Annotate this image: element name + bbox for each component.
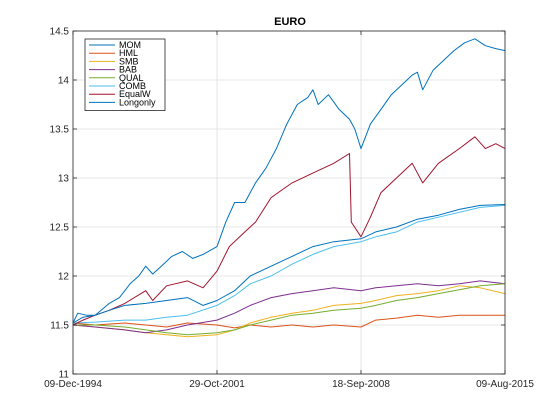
x-tick-label: 18-Sep-2008	[332, 379, 390, 390]
chart-title: EURO	[274, 16, 306, 28]
x-tick-label: 29-Oct-2001	[189, 379, 245, 390]
y-tick-label: 11	[59, 370, 70, 381]
legend-label-longonly: Longonly	[119, 97, 156, 107]
y-tick-label: 12.5	[50, 223, 70, 234]
x-tick-label: 09-Aug-2015	[476, 379, 534, 390]
legend-label-equalw: EqualW	[119, 89, 151, 99]
legend-label-comb: COMB	[119, 81, 146, 91]
y-tick-label: 11.5	[50, 321, 69, 332]
axes-box	[72, 30, 506, 375]
legend-label-bab: BAB	[119, 65, 137, 75]
x-tick-label: 09-Dec-1994	[44, 379, 102, 390]
y-tick-label: 13.5	[50, 125, 70, 136]
legend-label-mom: MOM	[119, 40, 141, 50]
legend-box	[84, 38, 166, 111]
legend-label-smb: SMB	[119, 56, 139, 66]
legend-label-hml: HML	[119, 48, 138, 58]
y-tick-label: 12	[58, 272, 70, 283]
series-line-comb	[72, 204, 506, 324]
y-tick-label: 14.5	[50, 27, 70, 38]
series-line-bab	[72, 280, 506, 334]
series-line-equalw	[72, 136, 506, 326]
series-line-longonly	[72, 204, 506, 324]
y-tick-label: 14	[58, 76, 70, 87]
y-tick-label: 13	[58, 174, 70, 185]
series-line-mom	[72, 38, 506, 324]
legend-label-qual: QUAL	[119, 73, 144, 83]
series-line-hml	[72, 314, 505, 329]
series-line-smb	[72, 285, 506, 338]
series-line-qual	[73, 283, 506, 336]
